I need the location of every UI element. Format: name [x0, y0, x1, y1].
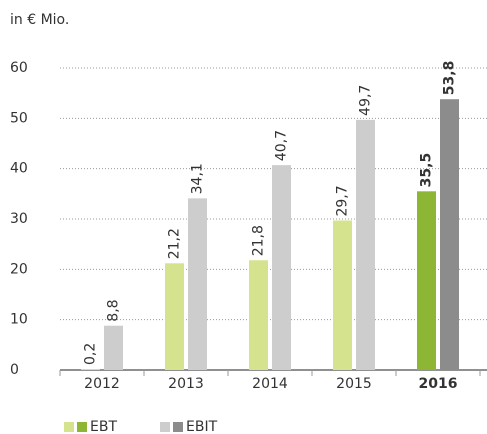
y-tick-label: 10 [10, 312, 28, 328]
x-tick-label: 2016 [419, 376, 458, 392]
y-tick-label: 30 [10, 211, 28, 227]
y-tick-label: 50 [10, 110, 28, 126]
bar [417, 191, 436, 370]
legend-swatch [64, 422, 74, 432]
y-tick-label: 0 [10, 362, 19, 378]
value-label: 29,7 [335, 185, 351, 216]
legend-swatch [77, 422, 87, 432]
x-tick-label: 2012 [84, 376, 120, 392]
y-axis-label: in € Mio. [10, 12, 69, 28]
y-tick-label: 60 [10, 60, 28, 76]
y-tick-label: 20 [10, 261, 28, 277]
value-label: 21,8 [251, 225, 267, 256]
y-tick-label: 40 [10, 161, 28, 177]
x-tick-label: 2014 [252, 376, 288, 392]
value-label: 0,2 [83, 343, 99, 365]
legend-label: EBT [90, 419, 117, 434]
value-label: 8,8 [106, 299, 122, 321]
bar [333, 220, 352, 370]
bar [356, 119, 375, 371]
x-tick-label: 2015 [336, 376, 372, 392]
value-label: 40,7 [274, 130, 290, 161]
bar [104, 325, 123, 370]
value-label: 53,8 [442, 61, 458, 96]
value-label: 35,5 [419, 153, 435, 188]
bar [188, 198, 207, 370]
bar [440, 99, 459, 370]
legend-label: EBIT [186, 419, 218, 434]
value-label: 34,1 [190, 163, 206, 194]
x-tick-label: 2013 [168, 376, 204, 392]
bar [272, 165, 291, 370]
legend-swatch [160, 422, 170, 432]
value-label: 21,2 [167, 228, 183, 259]
bar [249, 260, 268, 370]
value-label: 49,7 [358, 85, 374, 116]
bar [81, 368, 100, 370]
legend-swatch [173, 422, 183, 432]
bar [165, 263, 184, 370]
